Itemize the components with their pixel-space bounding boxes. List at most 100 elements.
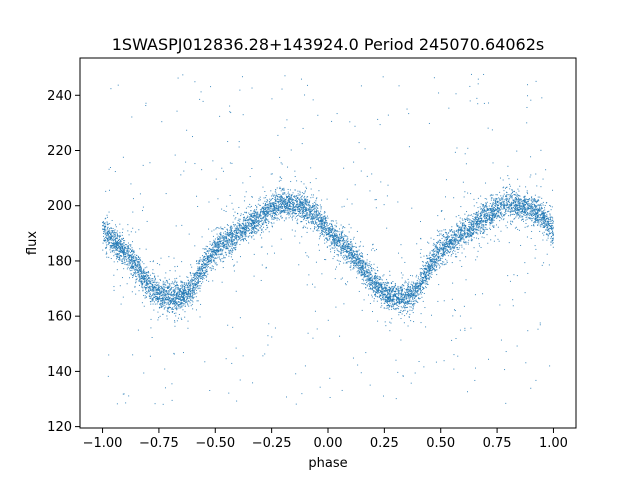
data-point bbox=[518, 209, 520, 211]
data-point bbox=[222, 249, 224, 251]
data-point bbox=[453, 232, 455, 234]
data-point bbox=[483, 224, 485, 226]
data-point bbox=[308, 205, 310, 207]
data-point bbox=[170, 307, 172, 309]
data-point bbox=[328, 230, 330, 232]
data-point bbox=[498, 207, 500, 209]
data-point bbox=[222, 267, 224, 269]
data-point bbox=[524, 199, 526, 201]
data-point bbox=[391, 291, 393, 293]
data-point bbox=[174, 308, 176, 310]
data-point bbox=[452, 241, 454, 243]
data-point bbox=[534, 201, 536, 203]
data-point bbox=[359, 268, 361, 270]
data-point bbox=[205, 259, 207, 261]
data-point bbox=[405, 289, 407, 291]
data-point bbox=[264, 209, 266, 211]
data-point bbox=[180, 281, 182, 283]
data-point bbox=[288, 217, 290, 219]
data-point bbox=[131, 260, 133, 262]
data-point bbox=[306, 216, 308, 218]
data-point bbox=[245, 238, 247, 240]
data-point bbox=[329, 396, 331, 398]
data-point bbox=[300, 78, 302, 80]
data-point bbox=[350, 269, 352, 271]
data-point bbox=[371, 288, 373, 290]
data-point bbox=[335, 226, 337, 228]
data-point bbox=[336, 233, 338, 235]
data-point bbox=[352, 255, 354, 257]
data-point bbox=[348, 250, 350, 252]
data-point bbox=[193, 277, 195, 279]
data-point bbox=[549, 232, 551, 234]
data-point bbox=[398, 292, 400, 294]
data-point bbox=[253, 238, 255, 240]
data-point bbox=[534, 207, 536, 209]
data-point bbox=[488, 214, 490, 216]
data-point bbox=[345, 244, 347, 246]
data-point bbox=[274, 215, 276, 217]
data-point bbox=[216, 233, 218, 235]
data-point bbox=[467, 215, 469, 217]
data-point bbox=[403, 302, 405, 304]
data-point bbox=[160, 295, 162, 297]
data-point bbox=[454, 151, 456, 153]
data-point bbox=[386, 292, 388, 294]
data-point bbox=[362, 271, 364, 273]
data-point bbox=[256, 207, 258, 209]
data-point bbox=[347, 240, 349, 242]
data-point bbox=[530, 99, 532, 101]
data-point bbox=[177, 295, 179, 297]
data-point bbox=[302, 127, 304, 129]
data-point bbox=[499, 202, 501, 204]
data-point bbox=[149, 277, 151, 279]
data-point bbox=[372, 285, 374, 287]
data-point bbox=[435, 270, 437, 272]
data-point bbox=[352, 260, 354, 262]
data-point bbox=[190, 299, 192, 301]
data-point bbox=[547, 217, 549, 219]
data-point bbox=[440, 253, 442, 255]
data-point bbox=[216, 237, 218, 239]
data-point bbox=[458, 232, 460, 234]
data-point bbox=[375, 291, 377, 293]
data-point bbox=[546, 233, 548, 235]
data-point bbox=[126, 283, 128, 285]
data-point bbox=[289, 211, 291, 213]
data-point bbox=[120, 255, 122, 257]
data-point bbox=[451, 237, 453, 239]
data-point bbox=[380, 294, 382, 296]
data-point bbox=[280, 199, 282, 201]
data-point bbox=[233, 230, 235, 232]
data-point bbox=[343, 303, 345, 305]
data-point bbox=[508, 194, 510, 196]
data-point bbox=[166, 318, 168, 320]
data-point bbox=[252, 212, 254, 214]
data-point bbox=[544, 209, 546, 211]
data-point bbox=[534, 222, 536, 224]
data-point bbox=[335, 244, 337, 246]
data-point bbox=[519, 215, 521, 217]
data-point bbox=[458, 236, 460, 238]
data-point bbox=[144, 284, 146, 286]
data-point bbox=[337, 237, 339, 239]
data-point bbox=[287, 207, 289, 209]
data-point bbox=[197, 281, 199, 283]
data-point bbox=[389, 287, 391, 289]
data-point bbox=[277, 205, 279, 207]
data-point bbox=[303, 204, 305, 206]
data-point bbox=[389, 321, 391, 323]
data-point bbox=[259, 204, 261, 206]
data-point bbox=[128, 261, 130, 263]
data-point bbox=[494, 213, 496, 215]
data-point bbox=[158, 299, 160, 301]
data-point bbox=[409, 287, 411, 289]
data-point bbox=[214, 243, 216, 245]
data-point bbox=[233, 224, 235, 226]
data-point bbox=[207, 261, 209, 263]
data-point bbox=[168, 293, 170, 295]
data-point bbox=[152, 288, 154, 290]
data-point bbox=[366, 278, 368, 280]
data-point bbox=[388, 287, 390, 289]
data-point bbox=[147, 284, 149, 286]
